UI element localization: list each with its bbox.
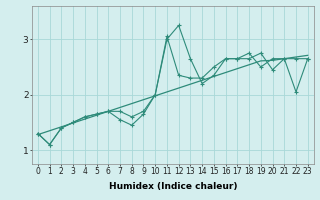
X-axis label: Humidex (Indice chaleur): Humidex (Indice chaleur) <box>108 182 237 191</box>
